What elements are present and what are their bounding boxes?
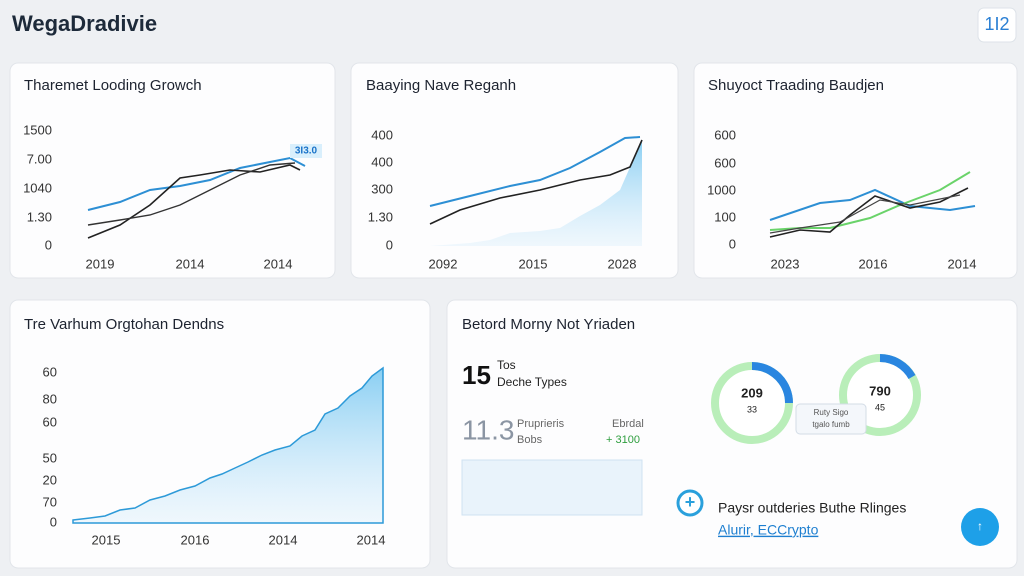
stat-label: Bobs	[517, 434, 543, 446]
gauge-value: 790	[869, 383, 891, 398]
card-title: Shuyoct Traading Baudjen	[708, 77, 884, 94]
fab[interactable]	[961, 508, 999, 546]
stat-label: Deche Types	[497, 375, 567, 389]
x-label: 2023	[771, 256, 800, 271]
app-title: WegaDradivie	[12, 11, 157, 36]
y-label: 1040	[23, 180, 52, 195]
y-label: 50	[43, 450, 57, 465]
y-label: 400	[371, 154, 393, 169]
gauge-arc	[879, 354, 916, 380]
y-label: 400	[371, 127, 393, 142]
x-label: 2016	[181, 532, 210, 547]
x-label: 2028	[608, 256, 637, 271]
x-label: 2092	[429, 256, 458, 271]
side-label: Ebrdal	[612, 418, 644, 430]
note-box	[795, 403, 867, 435]
area	[72, 366, 384, 524]
card-title: Tre Varhum Orgtohan Dendns	[24, 316, 224, 333]
line	[87, 156, 306, 211]
x-label: 2019	[86, 256, 115, 271]
fab-icon: ↑	[977, 519, 983, 533]
gauge-arc	[751, 362, 793, 404]
y-label: 0	[50, 514, 57, 529]
line	[87, 162, 296, 226]
line	[769, 187, 969, 238]
y-label: 20	[43, 472, 57, 487]
card-title: Betord Morny Not Yriaden	[462, 316, 635, 333]
x-label: 2014	[176, 256, 205, 271]
stat-value: 15	[462, 360, 491, 390]
y-label: 60	[43, 414, 57, 429]
x-label: 2014	[269, 532, 298, 547]
card-title: Tharemet Looding Growch	[24, 77, 202, 94]
y-label: 7.00	[27, 151, 52, 166]
badge-text: 1I2	[984, 14, 1009, 34]
line	[429, 136, 641, 207]
plus: +	[685, 492, 696, 512]
footer-text: Paysr outderies Buthe Rlinges	[718, 500, 906, 516]
note: tgalo fumb	[812, 420, 850, 429]
line	[769, 188, 976, 221]
y-label: 600	[714, 127, 736, 142]
footer-link[interactable]: Alurir, ECCrypto	[718, 522, 819, 538]
y-label: 0	[386, 237, 393, 252]
card-title: Baaying Nave Reganh	[366, 77, 516, 94]
gauge-sub: 33	[747, 404, 757, 414]
y-label: 1.30	[27, 209, 52, 224]
y-label: 0	[45, 237, 52, 252]
x-label: 2016	[859, 256, 888, 271]
x-label: 2014	[357, 532, 386, 547]
x-label: 2015	[92, 532, 121, 547]
line	[429, 139, 643, 225]
plus-icon[interactable]	[676, 489, 704, 517]
y-label: 300	[371, 181, 393, 196]
y-label: 60	[43, 364, 57, 379]
y-label: 100	[714, 209, 736, 224]
tag-bg	[290, 144, 322, 158]
x-label: 2014	[948, 256, 977, 271]
gauge-value: 209	[741, 385, 763, 400]
y-label: 1.30	[368, 209, 393, 224]
card	[9, 62, 336, 279]
area	[430, 140, 642, 246]
note: Ruty Sigo	[814, 408, 849, 417]
y-label: 80	[43, 391, 57, 406]
thumbnail	[461, 459, 643, 516]
gauge-sub: 45	[875, 402, 885, 412]
tag: 3I3.0	[295, 146, 318, 157]
stat-value: 11.3	[462, 414, 514, 445]
y-label: 600	[714, 155, 736, 170]
x-label: 2014	[264, 256, 293, 271]
card	[693, 62, 1018, 279]
badge[interactable]	[977, 7, 1017, 43]
x-label: 2015	[519, 256, 548, 271]
y-label: 70	[43, 494, 57, 509]
y-label: 1000	[707, 182, 736, 197]
side-value: + 3100	[606, 434, 640, 446]
y-label: 1500	[23, 122, 52, 137]
stat-label: Tos	[497, 358, 516, 372]
stat-label: Pruprieris	[517, 418, 565, 430]
line	[769, 194, 961, 234]
y-label: 0	[729, 236, 736, 251]
